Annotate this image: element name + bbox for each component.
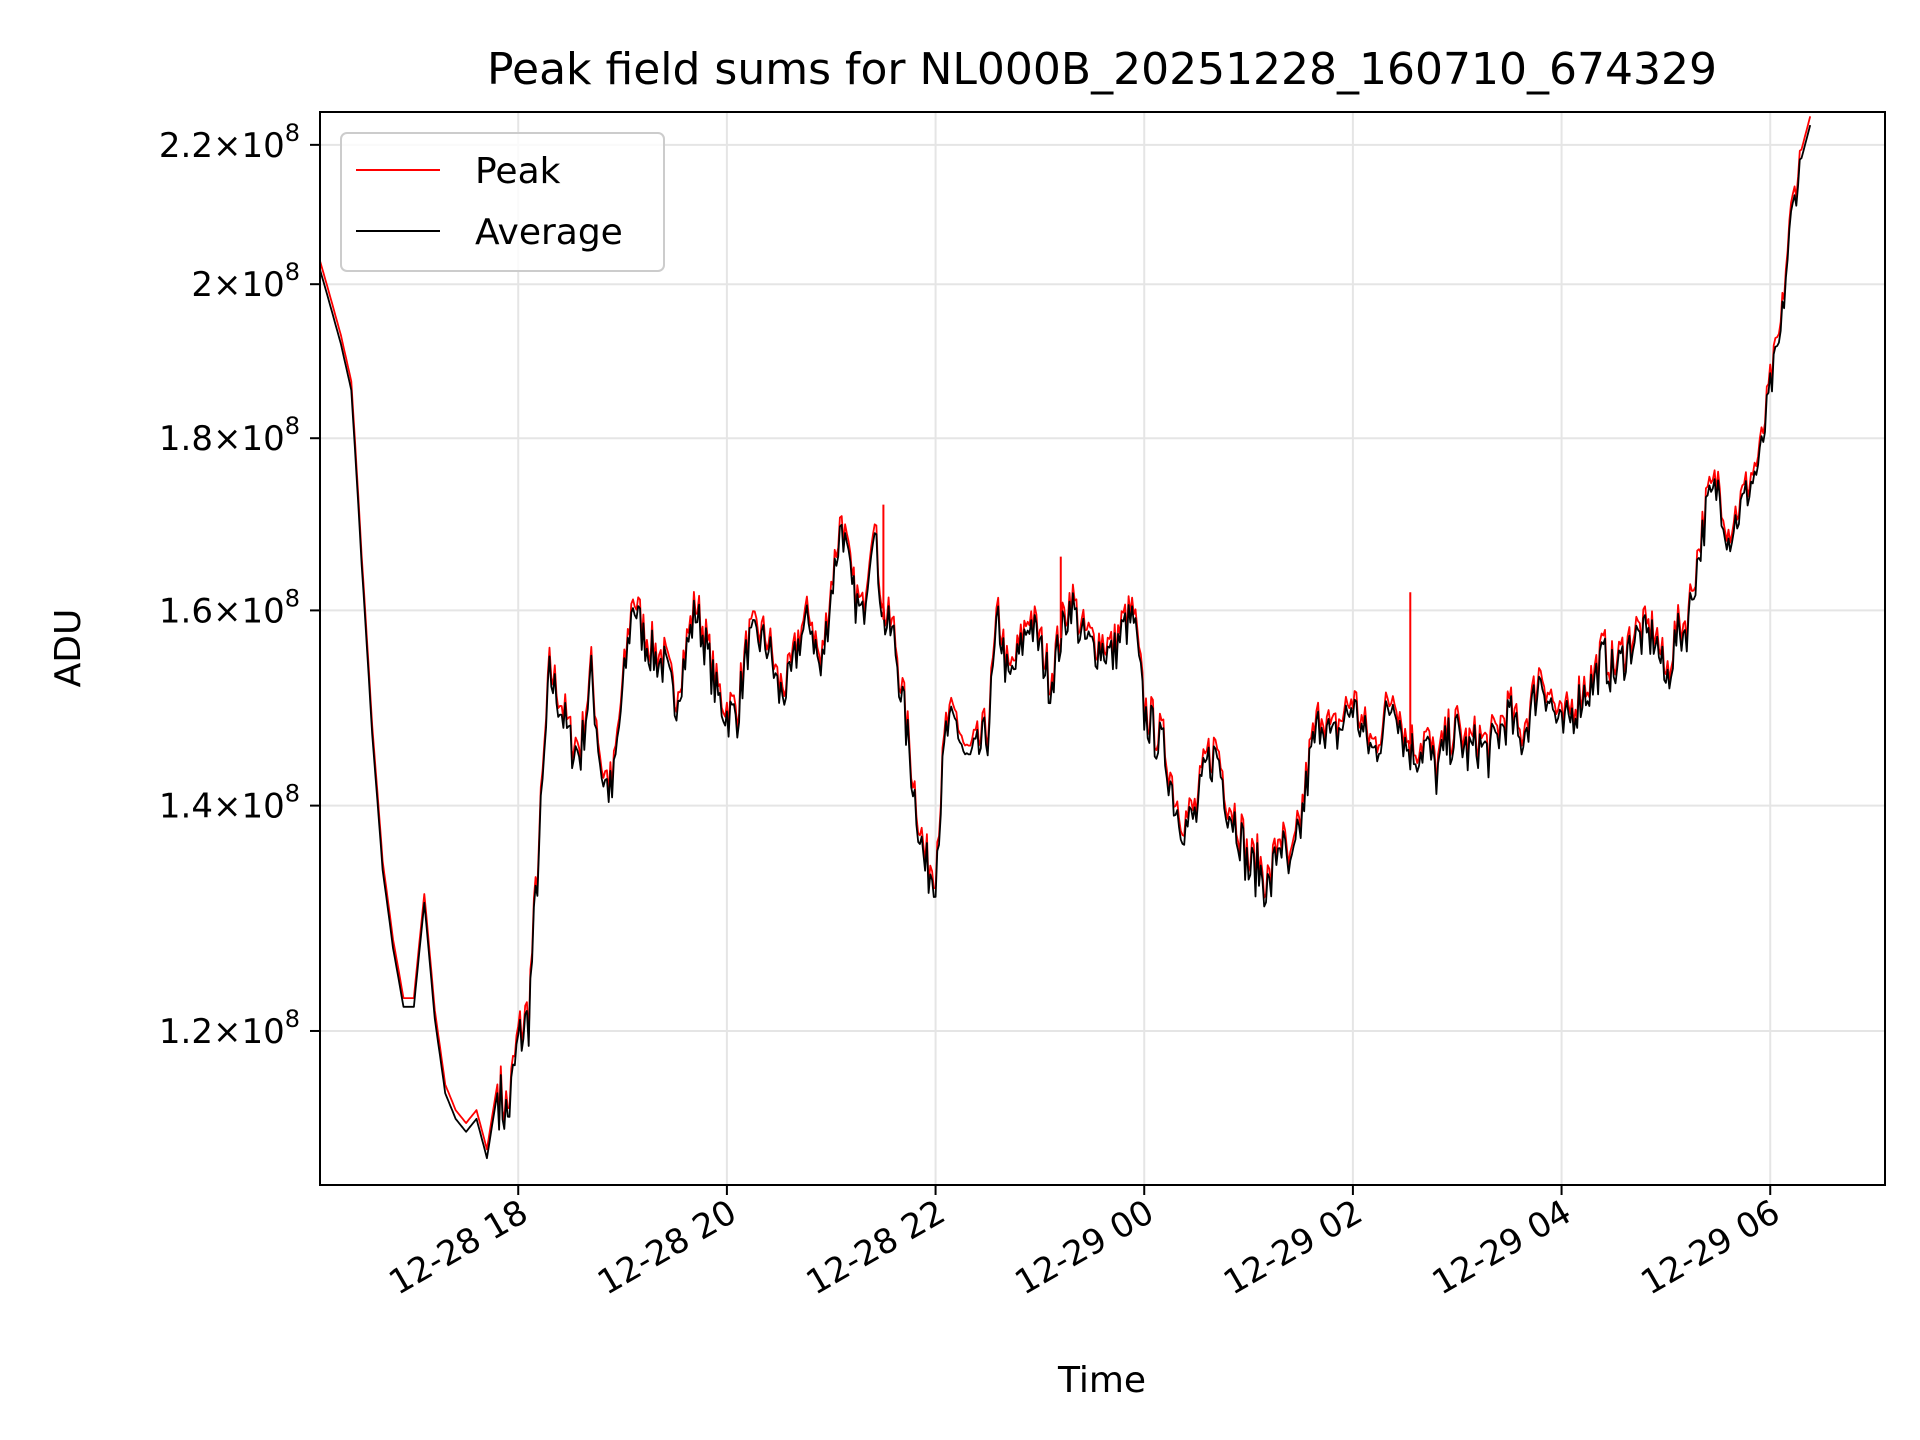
x-axis-label: Time — [1057, 1360, 1146, 1401]
y-tick-label: 1.2×108 — [159, 1005, 300, 1052]
y-tick-label: 1.8×108 — [159, 412, 300, 459]
legend-label-peak: Peak — [475, 151, 561, 192]
y-tick-label: 1.4×108 — [159, 780, 300, 827]
legend-label-average: Average — [475, 212, 623, 253]
y-tick-label: 2×108 — [191, 258, 300, 305]
series-line-average — [320, 124, 1812, 1160]
legend: Peak Average — [340, 132, 665, 272]
y-tick-label: 1.6×108 — [159, 584, 300, 631]
y-axis-label: ADU — [48, 609, 89, 688]
grid — [320, 112, 1885, 1185]
y-tick-label: 2.2×108 — [159, 119, 300, 166]
legend-box — [340, 132, 665, 272]
plot-frame — [319, 111, 1886, 1186]
y-axis: 1.2×108 1.4×108 1.6×108 1.8×108 2×108 2.2×108 — [159, 119, 320, 1052]
plot-area — [320, 116, 1812, 1160]
chart-title: Peak field sums for NL000B_20251228_1607… — [487, 44, 1717, 95]
peak-spikes — [882, 504, 1412, 745]
